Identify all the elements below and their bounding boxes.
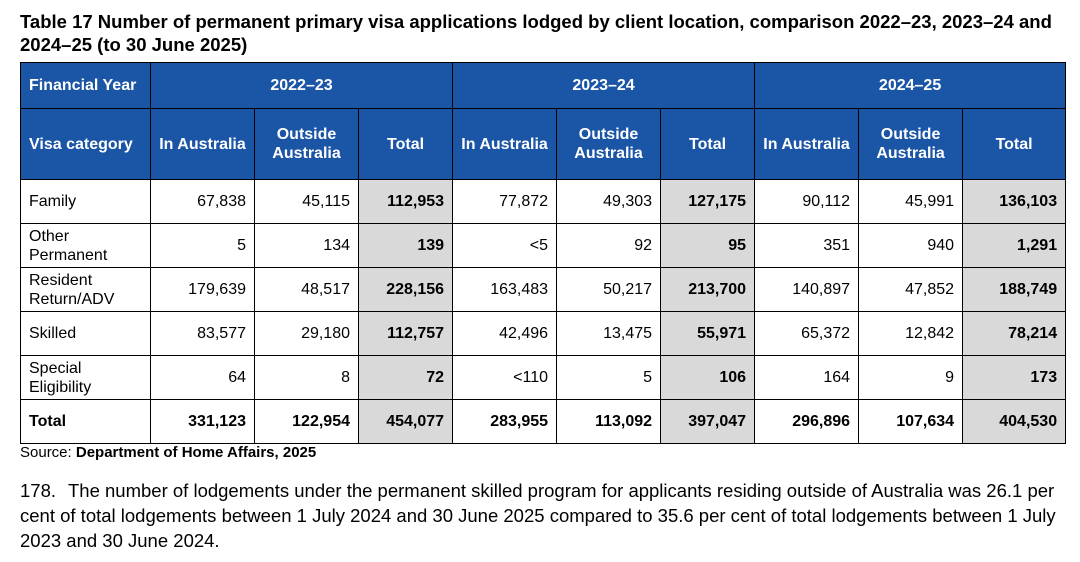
value-cell: 65,372 (754, 311, 860, 356)
source-name: Department of Home Affairs, 2025 (75, 444, 317, 461)
table-row: Resident Return/ADV 179,639 48,517 228,156 1… (20, 267, 1067, 312)
header-row-years: Financial Year 2022–23 2023–24 2024–25 (20, 62, 1067, 109)
category-cell: Total (20, 399, 151, 444)
total-cell: 127,175 (660, 179, 756, 224)
value-cell: 331,123 (150, 399, 255, 444)
value-cell: 49,303 (556, 179, 662, 224)
value-cell: 122,954 (254, 399, 359, 444)
table-row: Skilled 83,577 29,180 112,757 42,496 13,475 55… (20, 311, 1067, 356)
value-cell: 29,180 (254, 311, 359, 356)
total-cell: 72 (357, 355, 454, 400)
total-cell: 454,077 (357, 399, 454, 444)
value-cell: 92 (556, 223, 662, 268)
value-cell: 140,897 (754, 267, 860, 312)
outside-australia-header: Outside Australia (858, 108, 964, 180)
in-australia-header: In Australia (150, 108, 255, 180)
applications-table: Financial Year 2022–23 2023–24 2024–25 V… (20, 62, 1067, 444)
value-cell: 351 (754, 223, 860, 268)
value-cell: 77,872 (452, 179, 558, 224)
total-cell: 112,757 (357, 311, 454, 356)
value-cell: 5 (556, 355, 662, 400)
total-cell: 404,530 (962, 399, 1067, 444)
value-cell: 134 (254, 223, 359, 268)
total-cell: 136,103 (962, 179, 1067, 224)
value-cell: 64 (150, 355, 255, 400)
value-cell: 5 (150, 223, 255, 268)
value-cell: 90,112 (754, 179, 860, 224)
total-cell: 397,047 (660, 399, 756, 444)
paragraph-text: The number of lodgements under the perma… (20, 480, 1056, 551)
total-cell: 55,971 (660, 311, 756, 356)
financial-year-header: Financial Year (20, 62, 151, 109)
category-cell: Skilled (20, 311, 151, 356)
outside-australia-header: Outside Australia (254, 108, 359, 180)
total-row: Total 331,123 122,954 454,077 283,955 113,092… (20, 399, 1067, 444)
value-cell: 8 (254, 355, 359, 400)
value-cell: 13,475 (556, 311, 662, 356)
total-header: Total (962, 108, 1067, 180)
total-header: Total (660, 108, 756, 180)
category-cell: Resident Return/ADV (20, 267, 151, 312)
value-cell: 179,639 (150, 267, 255, 312)
source-prefix: Source: (20, 444, 76, 461)
value-cell: 164 (754, 355, 860, 400)
value-cell: 45,115 (254, 179, 359, 224)
total-cell: 139 (357, 223, 454, 268)
value-cell: 9 (858, 355, 964, 400)
value-cell: 113,092 (556, 399, 662, 444)
value-cell: 940 (858, 223, 964, 268)
table-row: Other Permanent 5 134 139 <5 92 95 351 940 1,291 (20, 223, 1067, 268)
total-cell: 173 (962, 355, 1067, 400)
visa-category-header: Visa category (20, 108, 151, 180)
total-cell: 228,156 (357, 267, 454, 312)
total-cell: 106 (660, 355, 756, 400)
paragraph-178: 178. The number of lodgements under the p… (20, 478, 1060, 553)
paragraph-number: 178. (20, 480, 57, 501)
table-row: Family 67,838 45,115 112,953 77,872 49,303 127… (20, 179, 1067, 224)
outside-australia-header: Outside Australia (556, 108, 662, 180)
category-cell: Special Eligibility (20, 355, 151, 400)
total-header: Total (357, 108, 454, 180)
value-cell: 67,838 (150, 179, 255, 224)
total-cell: 95 (660, 223, 756, 268)
total-cell: 112,953 (357, 179, 454, 224)
value-cell: 42,496 (452, 311, 558, 356)
value-cell: 296,896 (754, 399, 860, 444)
category-cell: Other Permanent (20, 223, 151, 268)
in-australia-header: In Australia (452, 108, 558, 180)
table-row: Special Eligibility 64 8 72 <110 5 106 164 9 173 (20, 355, 1067, 400)
value-cell: 163,483 (452, 267, 558, 312)
total-cell: 1,291 (962, 223, 1067, 268)
value-cell: 50,217 (556, 267, 662, 312)
category-cell: Family (20, 179, 151, 224)
value-cell: 107,634 (858, 399, 964, 444)
year-header: 2022–23 (149, 62, 454, 109)
in-australia-header: In Australia (754, 108, 860, 180)
value-cell: <110 (452, 355, 558, 400)
value-cell: 48,517 (254, 267, 359, 312)
total-cell: 188,749 (962, 267, 1067, 312)
year-header: 2023–24 (452, 62, 756, 109)
value-cell: 47,852 (858, 267, 964, 312)
value-cell: 283,955 (452, 399, 558, 444)
table-title: Table 17 Number of permanent primary vis… (20, 11, 1052, 55)
value-cell: 83,577 (150, 311, 255, 356)
value-cell: 45,991 (858, 179, 964, 224)
value-cell: <5 (452, 223, 558, 268)
value-cell: 12,842 (858, 311, 964, 356)
source-note: Source: Department of Home Affairs, 2025 (20, 444, 316, 461)
year-header: 2024–25 (754, 62, 1067, 109)
total-cell: 213,700 (660, 267, 756, 312)
header-row-columns: Visa category In Australia Outside Austr… (20, 108, 1067, 180)
total-cell: 78,214 (962, 311, 1067, 356)
